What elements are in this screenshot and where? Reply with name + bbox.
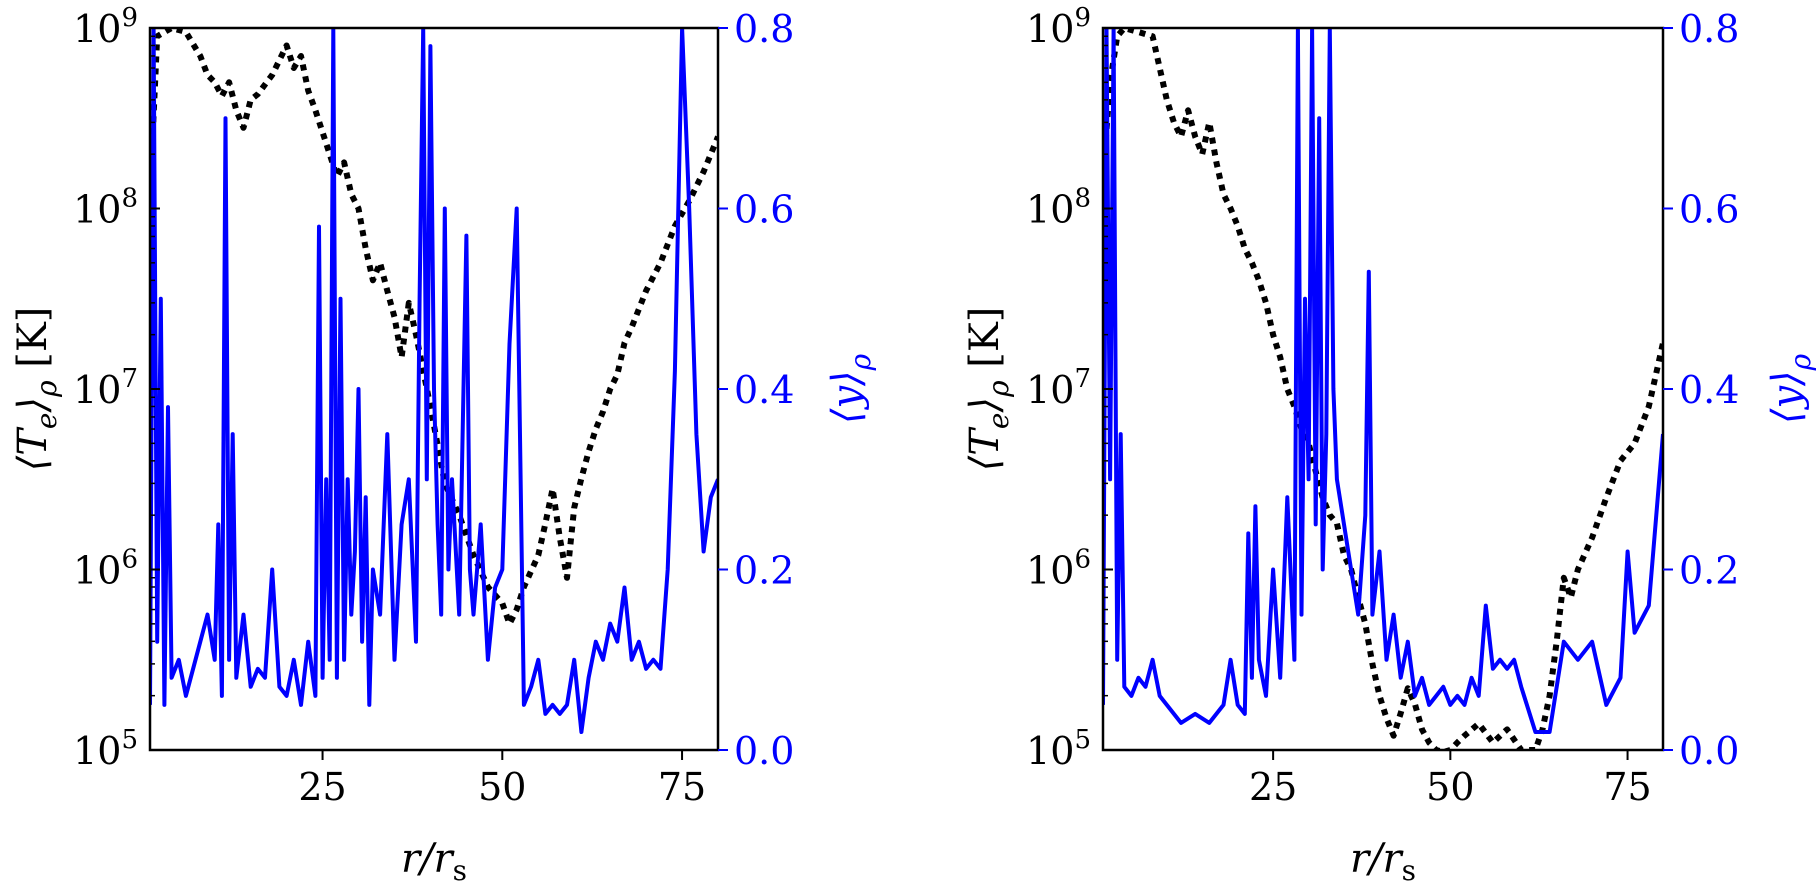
right-y-right-tick-label: 0.8 xyxy=(1679,7,1739,51)
right-y-right-tick-label: 0.6 xyxy=(1679,188,1739,232)
left-y-right-tick-label: 0.6 xyxy=(734,188,794,232)
left-y-right-tick-label: 0.0 xyxy=(734,729,794,773)
left-y-right-label: ⟨y⟩ρ xyxy=(824,353,877,424)
left-y-left-tick-label: 106 xyxy=(73,545,138,593)
left-x-label: r/rs xyxy=(401,836,467,887)
right-y-line xyxy=(1103,28,1663,734)
right-x-tick-label: 75 xyxy=(1603,765,1651,809)
right-y-left-tick-label: 108 xyxy=(1026,184,1091,232)
left-y-left-tick-label: 107 xyxy=(73,364,138,412)
right-temperature-series xyxy=(1103,28,1663,750)
right-plot-frame xyxy=(1101,26,1665,752)
right-x-tick-label: 50 xyxy=(1426,765,1474,809)
right-temperature-line xyxy=(1103,28,1663,750)
left-y-left-label: ⟨Te⟩ρ [K] xyxy=(10,307,63,472)
left-x-tick-label: 75 xyxy=(658,765,706,809)
right-y-left-tick-label: 106 xyxy=(1026,545,1091,593)
left-y-right-tick-label: 0.4 xyxy=(734,368,794,412)
left-x-tick-label: 50 xyxy=(478,765,526,809)
right-panel: 109 108 107 106 105 0.8 0.6 0.4 0.2 0.0 25 50 75 ⟨Te… xyxy=(962,3,1817,887)
right-y-left-tick-label: 109 xyxy=(1026,3,1091,51)
right-x-label: r/rs xyxy=(1350,836,1416,887)
left-y-left-tick-label: 108 xyxy=(73,184,138,232)
left-y-right-tick-label: 0.2 xyxy=(734,549,794,593)
left-y-left-tick-label: 105 xyxy=(73,725,138,773)
right-x-tick-label: 25 xyxy=(1249,765,1297,809)
left-x-tick-label: 25 xyxy=(298,765,346,809)
left-y-series xyxy=(150,28,718,734)
right-y-left-label: ⟨Te⟩ρ [K] xyxy=(962,307,1015,472)
right-y-right-tick-label: 0.2 xyxy=(1679,549,1739,593)
right-y-left-tick-label: 105 xyxy=(1026,725,1091,773)
left-y-line xyxy=(150,28,718,734)
right-y-left-tick-label: 107 xyxy=(1026,364,1091,412)
left-y-left-tick-label: 109 xyxy=(73,3,138,51)
left-y-right-tick-label: 0.8 xyxy=(734,7,794,51)
left-temperature-series xyxy=(150,28,718,627)
right-y-series xyxy=(1103,28,1663,734)
right-y-right-tick-label: 0.0 xyxy=(1679,729,1739,773)
right-y-right-label: ⟨y⟩ρ xyxy=(1764,353,1817,424)
right-ticks: 109 108 107 106 105 0.8 0.6 0.4 0.2 0.0 25 50 75 xyxy=(1026,3,1739,809)
left-temperature-line xyxy=(150,28,718,627)
left-panel: 109 108 107 106 105 0.8 0.6 0.4 0.2 0.0 25 50 75 ⟨Te… xyxy=(10,3,877,887)
left-ticks: 109 108 107 106 105 0.8 0.6 0.4 0.2 0.0 25 50 75 xyxy=(73,3,794,809)
right-y-right-tick-label: 0.4 xyxy=(1679,368,1739,412)
